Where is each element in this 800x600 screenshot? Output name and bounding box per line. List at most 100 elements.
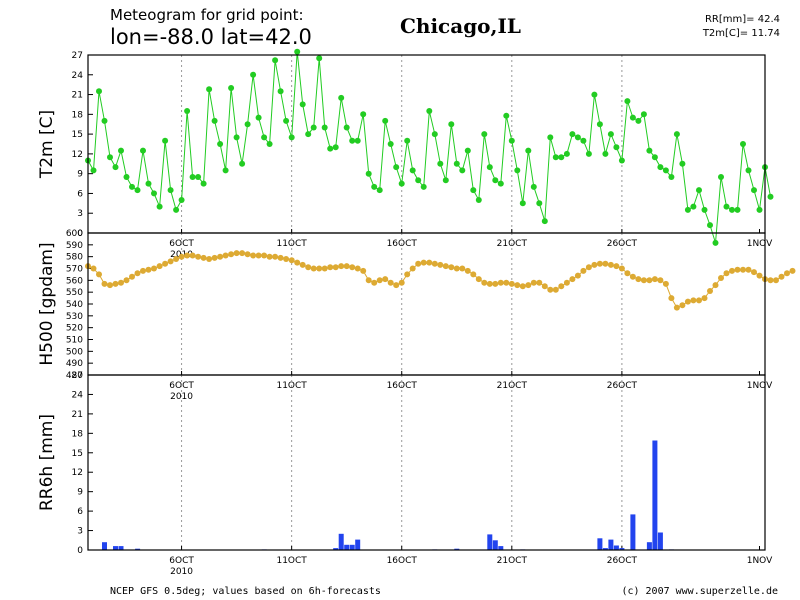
panel3-bar — [118, 546, 124, 550]
panel2-data-point — [140, 267, 146, 274]
panel1-data-point — [415, 177, 422, 184]
panel2-data-point — [266, 253, 273, 260]
panel2-data-point — [134, 270, 141, 277]
panel3-x-tick-label: 6OCT — [169, 556, 194, 566]
panel1-data-point — [640, 111, 647, 118]
panel1-data-point — [536, 200, 543, 207]
panel3-x-tick-label: 26OCT — [607, 556, 638, 566]
panel2-data-point — [492, 280, 499, 287]
panel1-data-point — [607, 131, 614, 138]
panel1-data-point — [767, 193, 774, 200]
panel1-data-point — [751, 187, 757, 194]
panel2-data-point — [596, 260, 603, 267]
panel2-data-point — [712, 282, 719, 289]
panel1-data-point — [420, 183, 427, 190]
panel1-data-point — [343, 124, 350, 131]
panel1-data-point — [426, 108, 433, 114]
panel2-data-point — [327, 264, 334, 271]
panel1-data-point — [464, 147, 471, 154]
panel3-y-tick-label: 18 — [72, 429, 84, 439]
panel1-data-point — [475, 197, 482, 203]
panel1-data-point — [552, 154, 559, 161]
panel3-bar — [597, 538, 603, 550]
panel1-data-point — [118, 147, 124, 154]
panel1-data-point — [646, 147, 653, 154]
panel2-data-point — [162, 260, 169, 267]
panel1-data-point — [453, 160, 460, 167]
panel2-data-point — [613, 263, 620, 270]
panel2-data-point — [470, 271, 477, 278]
panel3-bar — [338, 533, 344, 550]
panel2-data-point — [547, 286, 554, 293]
panel2-data-point — [519, 283, 526, 290]
panel1-y-tick-label: 21 — [72, 91, 83, 101]
panel1-data-point — [101, 117, 108, 124]
city-name: Chicago,IL — [400, 14, 521, 38]
panel2-data-point — [288, 257, 295, 264]
panel2-data-point — [536, 279, 543, 286]
panel3-bar — [492, 540, 498, 550]
panel2-data-point — [107, 282, 113, 289]
panel1-data-point — [321, 124, 328, 131]
panel1-data-point — [569, 131, 576, 138]
panel2-data-point — [718, 275, 724, 281]
panel3-bar — [657, 532, 663, 550]
panel2-y-axis-label: H500 [gpdam] — [37, 242, 57, 365]
panel2-data-point — [354, 265, 361, 272]
panel2-data-point — [778, 273, 785, 280]
panel3-y-axis-label: RR6h [mm] — [37, 414, 57, 511]
panel1-data-point — [250, 71, 257, 78]
panel1-data-point — [90, 167, 97, 174]
panel2-data-point — [690, 297, 697, 304]
panel1-data-point — [409, 167, 416, 174]
panel1-data-point — [618, 157, 625, 164]
panel2-data-point — [668, 295, 675, 302]
panel2-data-point — [635, 276, 642, 283]
panel2-data-point — [294, 259, 301, 266]
panel1-data-point — [107, 154, 113, 161]
panel2-data-point — [514, 282, 521, 289]
panel2-data-point — [563, 279, 570, 286]
panel3-bar — [454, 548, 460, 550]
panel3-y-tick-label: 6 — [77, 507, 83, 517]
panel1-data-point — [266, 141, 273, 147]
panel1-data-point — [448, 121, 455, 128]
panel1-series-line — [87, 51, 771, 244]
panel1-data-point — [178, 197, 185, 203]
panel1-data-point — [327, 145, 334, 152]
panel1-data-point — [580, 137, 587, 144]
panel1-data-point — [244, 121, 251, 128]
panel1-data-point — [503, 112, 510, 119]
panel3-bar — [487, 534, 493, 550]
panel1-data-point — [206, 86, 213, 93]
panel2-data-point — [734, 266, 741, 273]
panel1-data-point — [629, 114, 636, 121]
panel2-data-point — [173, 256, 180, 262]
panel2-y-tick-label: 570 — [66, 265, 83, 275]
panel2-y-tick-label: 540 — [66, 300, 83, 310]
panel1-data-point — [696, 187, 702, 194]
panel2-data-point — [96, 271, 102, 278]
panel1-y-tick-label: 3 — [77, 209, 83, 219]
panel2-data-point — [729, 267, 735, 274]
panel2-data-point — [745, 266, 752, 273]
panel1-data-point — [162, 137, 169, 144]
panel1-data-point — [541, 218, 548, 225]
panel2-data-point — [228, 251, 235, 258]
panel2-data-point — [244, 251, 251, 258]
panel2-data-point — [789, 267, 796, 274]
panel2-data-point — [398, 279, 405, 286]
panel2-data-point — [679, 302, 686, 309]
panel1-data-point — [338, 94, 345, 101]
panel2-data-point — [602, 260, 609, 267]
panel3-y-tick-label: 0 — [77, 546, 83, 556]
panel3-y-tick-label: 21 — [72, 410, 83, 420]
panel2-data-point — [200, 254, 207, 261]
panel1-data-point — [585, 150, 592, 157]
panel1-data-point — [492, 177, 499, 184]
panel1-data-point — [272, 57, 279, 64]
panel2-data-point — [558, 283, 565, 290]
panel2-y-tick-label: 600 — [66, 229, 83, 239]
panel3-x-tick-label: 21OCT — [497, 556, 528, 566]
panel2-data-point — [250, 252, 257, 259]
